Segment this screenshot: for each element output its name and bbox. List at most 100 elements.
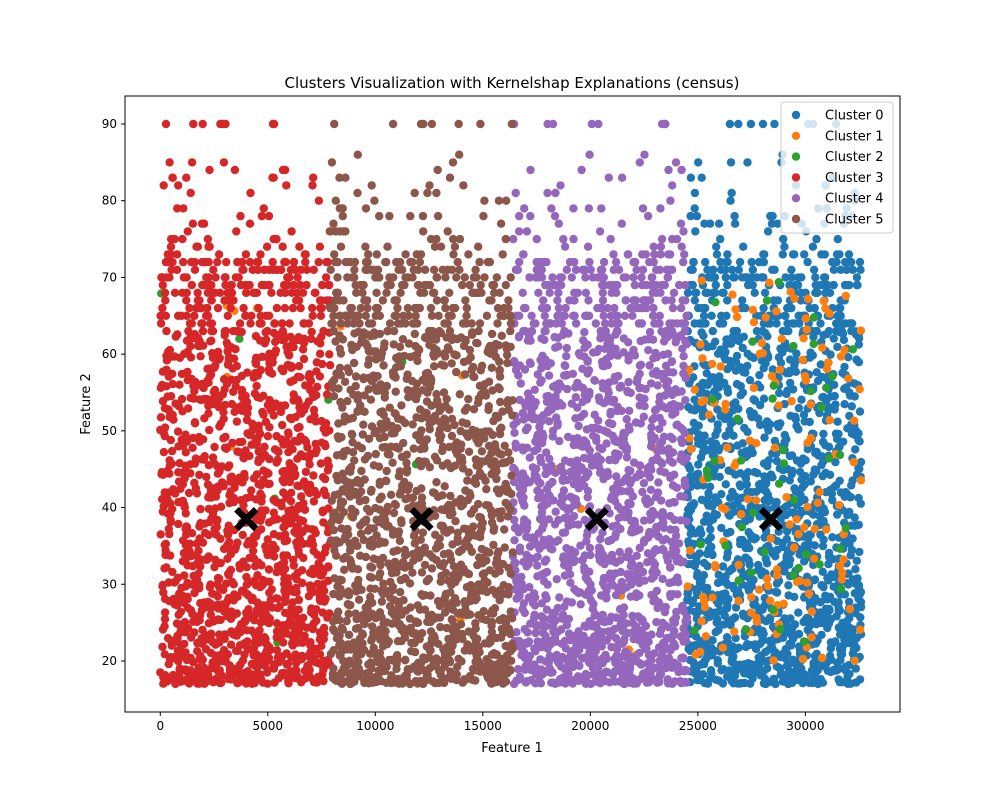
data-point	[605, 378, 614, 387]
data-point	[739, 367, 748, 377]
data-point	[732, 312, 742, 322]
data-point	[782, 493, 791, 502]
data-point	[518, 288, 527, 297]
data-point	[299, 539, 308, 548]
data-point	[856, 476, 866, 485]
data-point	[671, 531, 681, 540]
data-point	[834, 598, 843, 607]
data-point	[649, 311, 658, 320]
data-point	[705, 219, 715, 228]
data-point	[562, 265, 572, 274]
data-point	[157, 495, 167, 504]
data-point	[296, 303, 305, 313]
data-point	[668, 303, 678, 313]
data-point	[688, 473, 697, 483]
data-point	[833, 311, 842, 320]
data-point	[785, 476, 794, 485]
data-point	[698, 303, 707, 313]
data-point	[624, 547, 633, 556]
data-point	[580, 328, 589, 337]
data-point	[572, 641, 581, 651]
data-point	[312, 445, 321, 454]
data-point	[569, 204, 578, 213]
data-point	[651, 492, 661, 502]
data-point	[227, 399, 237, 409]
data-point	[320, 439, 329, 449]
data-point	[279, 488, 288, 497]
data-point	[635, 543, 644, 553]
data-point	[643, 211, 653, 221]
data-point	[671, 158, 681, 167]
data-point	[659, 518, 668, 528]
data-point	[755, 257, 764, 267]
data-point	[593, 273, 603, 282]
data-point	[747, 582, 756, 591]
data-point	[813, 498, 822, 507]
data-point	[759, 394, 769, 403]
data-point	[728, 290, 737, 299]
data-point	[319, 424, 328, 433]
data-point	[521, 662, 530, 671]
data-point	[809, 339, 818, 349]
data-point	[296, 408, 305, 417]
data-point	[681, 373, 690, 383]
data-point	[844, 374, 853, 383]
data-point	[762, 296, 772, 305]
data-point	[613, 402, 622, 412]
data-point	[520, 479, 529, 489]
data-point	[766, 211, 775, 221]
data-point	[702, 369, 711, 378]
data-point	[711, 288, 720, 297]
data-point	[544, 417, 554, 426]
data-point	[183, 404, 193, 413]
data-point	[565, 296, 574, 305]
data-point	[811, 273, 820, 282]
data-point	[158, 507, 167, 516]
data-point	[768, 473, 777, 482]
data-point	[309, 546, 318, 556]
data-point	[525, 358, 535, 367]
data-point	[565, 257, 575, 267]
data-point	[566, 457, 576, 467]
data-point	[318, 359, 327, 369]
data-point	[591, 620, 600, 630]
data-point	[668, 181, 677, 190]
data-point	[241, 391, 250, 401]
data-point	[816, 360, 825, 369]
data-point	[790, 592, 799, 602]
data-point	[716, 362, 725, 371]
data-point	[854, 581, 864, 590]
data-point	[742, 480, 752, 489]
data-point	[539, 637, 548, 646]
data-point	[510, 523, 520, 533]
data-point	[198, 326, 208, 336]
data-point	[269, 411, 278, 420]
data-point	[752, 617, 761, 626]
data-point	[598, 611, 607, 621]
data-point	[725, 426, 734, 435]
data-point	[617, 173, 627, 182]
data-point	[166, 435, 175, 445]
data-point	[682, 616, 691, 625]
data-point	[741, 642, 751, 652]
data-point	[732, 379, 742, 389]
data-point	[241, 288, 251, 297]
data-point	[569, 311, 578, 320]
data-point	[231, 273, 241, 282]
data-point	[323, 257, 332, 267]
data-point	[777, 669, 786, 678]
data-point	[641, 621, 651, 631]
data-point	[536, 453, 545, 463]
data-point	[650, 406, 660, 415]
data-point	[656, 467, 665, 476]
data-point	[755, 370, 764, 380]
data-point	[833, 342, 842, 352]
data-point	[677, 165, 686, 175]
data-point	[737, 456, 746, 465]
data-point	[207, 336, 216, 345]
data-point	[278, 319, 287, 328]
data-point	[728, 615, 737, 624]
data-point	[168, 670, 178, 680]
data-point	[666, 196, 675, 205]
data-point	[659, 350, 668, 359]
